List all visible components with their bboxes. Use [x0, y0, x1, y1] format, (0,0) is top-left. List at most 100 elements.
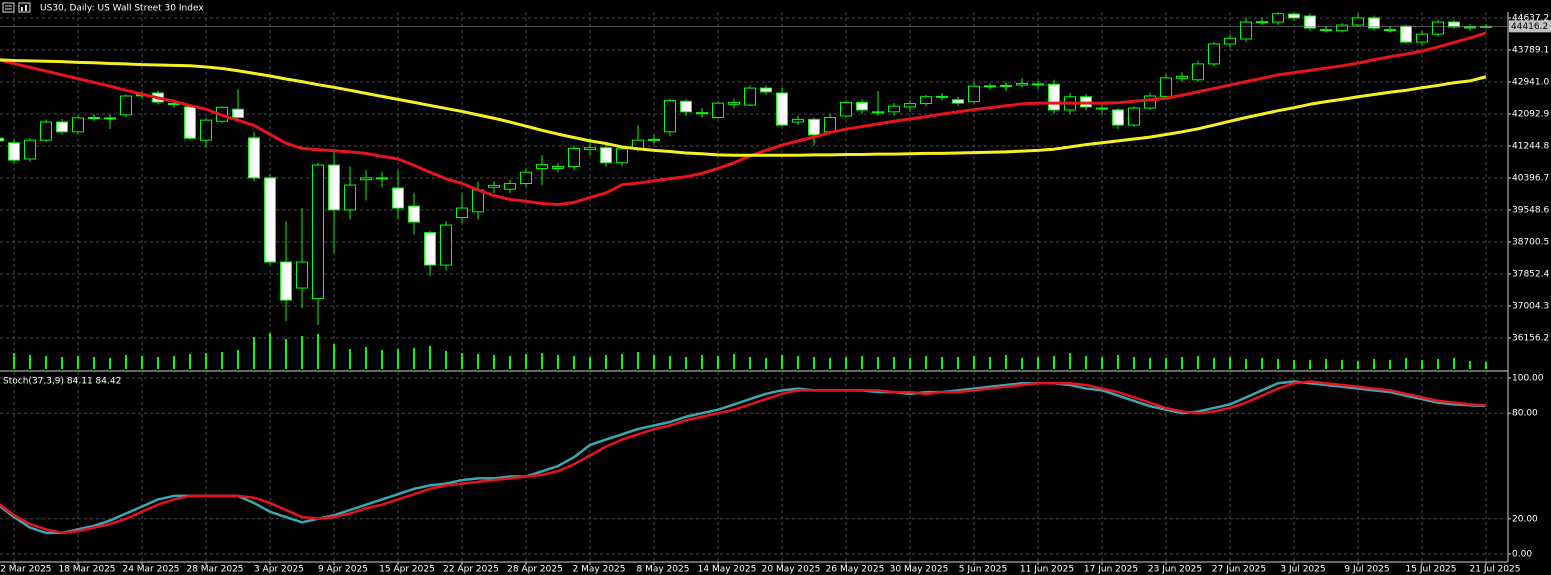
x-tick-label: 24 Mar 2025	[122, 565, 179, 575]
candle-body	[312, 164, 324, 300]
candle-body	[1304, 15, 1316, 29]
candle-body	[680, 100, 692, 113]
volume-bar	[1437, 359, 1439, 369]
candle-body	[104, 117, 116, 120]
volume-bar	[605, 355, 607, 369]
candle-body	[1000, 84, 1012, 87]
volume-bar	[1421, 360, 1423, 369]
volume-bar	[1485, 362, 1487, 369]
volume-bar	[493, 355, 495, 369]
volume-bar	[781, 355, 783, 369]
candle-body	[536, 164, 548, 169]
volume-bar	[573, 356, 575, 369]
candle-body	[1208, 43, 1220, 65]
candle-body	[1288, 13, 1300, 19]
candle-body	[1464, 26, 1476, 29]
candle-body	[376, 177, 388, 180]
candle-body	[1112, 109, 1124, 126]
candle-body	[1320, 29, 1332, 32]
volume-bar	[685, 357, 687, 369]
moving-average-line	[0, 31, 1487, 207]
icon	[25, 5, 27, 11]
volume-bar	[125, 355, 127, 369]
x-tick-label: 28 Mar 2025	[186, 565, 243, 575]
volume-bar	[669, 356, 671, 369]
volume-bar	[461, 353, 463, 369]
y-tick-label: 44637.2	[1512, 13, 1549, 23]
volume-bar	[1053, 356, 1055, 369]
candle-body	[504, 183, 516, 190]
candle-body	[8, 142, 20, 161]
volume-bar	[941, 357, 943, 369]
candle-body	[936, 95, 948, 98]
candle-body	[968, 85, 980, 103]
x-tick-label: 9 Apr 2025	[318, 565, 368, 575]
candle-body	[808, 118, 820, 136]
x-tick-label: 3 Apr 2025	[254, 565, 304, 575]
volume-bar	[285, 339, 287, 369]
volume-bar	[1405, 358, 1407, 369]
y-tick-label: 37004.3	[1512, 301, 1549, 311]
candle-body	[360, 177, 372, 181]
candle-body	[760, 87, 772, 93]
volume-bar	[701, 355, 703, 369]
volume-bar	[253, 337, 255, 369]
y-tick-label: 38700.5	[1512, 237, 1549, 247]
candle-body	[424, 232, 436, 266]
volume-bar	[829, 358, 831, 369]
candle-body	[232, 108, 244, 118]
volume-bar	[557, 355, 559, 369]
candle-body	[792, 118, 804, 123]
x-tick-label: 22 Apr 2025	[443, 565, 499, 575]
candle-body	[456, 207, 468, 218]
volume-bar	[1325, 359, 1327, 369]
volume-bar	[749, 357, 751, 369]
volume-bar	[141, 356, 143, 369]
x-tick-label: 18 Mar 2025	[58, 565, 115, 575]
candle-body	[264, 177, 276, 263]
candle-body	[552, 166, 564, 169]
volume-bar	[909, 358, 911, 369]
candle-body	[1144, 95, 1156, 109]
candle-body	[584, 147, 596, 151]
candle-body	[520, 171, 532, 185]
toolbar-icons	[2, 2, 31, 13]
indicator-line	[0, 380, 1487, 535]
y-tick-label: 41244.8	[1512, 141, 1549, 151]
volume-bar	[525, 354, 527, 369]
candle-body	[1368, 17, 1380, 29]
volume-bar	[1021, 358, 1023, 369]
volume-bar	[301, 336, 303, 369]
volume-bar	[205, 353, 207, 369]
volume-bar	[269, 333, 271, 369]
candle-body	[0, 137, 4, 142]
x-tick-label: 5 Jun 2025	[959, 565, 1007, 575]
y-tick-label: 36156.2	[1512, 333, 1549, 343]
x-tick-label: 28 Apr 2025	[507, 565, 563, 575]
candle-body	[472, 189, 484, 213]
candle-body	[664, 100, 676, 133]
candle-body	[888, 105, 900, 113]
volume-bar	[1085, 356, 1087, 369]
volume-bar	[237, 350, 239, 369]
volume-bar	[845, 357, 847, 369]
candle-body	[744, 87, 756, 106]
y-tick-label: 20.00	[1512, 514, 1538, 524]
volume-bar	[989, 357, 991, 369]
x-tick-label: 11 Jun 2025	[1020, 565, 1074, 575]
volume-bar	[1277, 359, 1279, 369]
x-tick-label: 23 Jun 2025	[1148, 565, 1202, 575]
volume-bar	[29, 355, 31, 369]
x-tick-label: 14 May 2025	[698, 565, 757, 575]
candle-body	[296, 261, 308, 289]
y-tick-label: 37852.4	[1512, 269, 1549, 279]
volume-bar	[1389, 360, 1391, 369]
volume-bar	[349, 349, 351, 369]
volume-bar	[45, 356, 47, 369]
candle-body	[1160, 77, 1172, 97]
volume-bar	[1229, 357, 1231, 369]
candle-body	[200, 119, 212, 141]
y-tick-label: 39548.6	[1512, 205, 1549, 215]
volume-bar	[589, 357, 591, 369]
volume-bar	[1197, 356, 1199, 369]
